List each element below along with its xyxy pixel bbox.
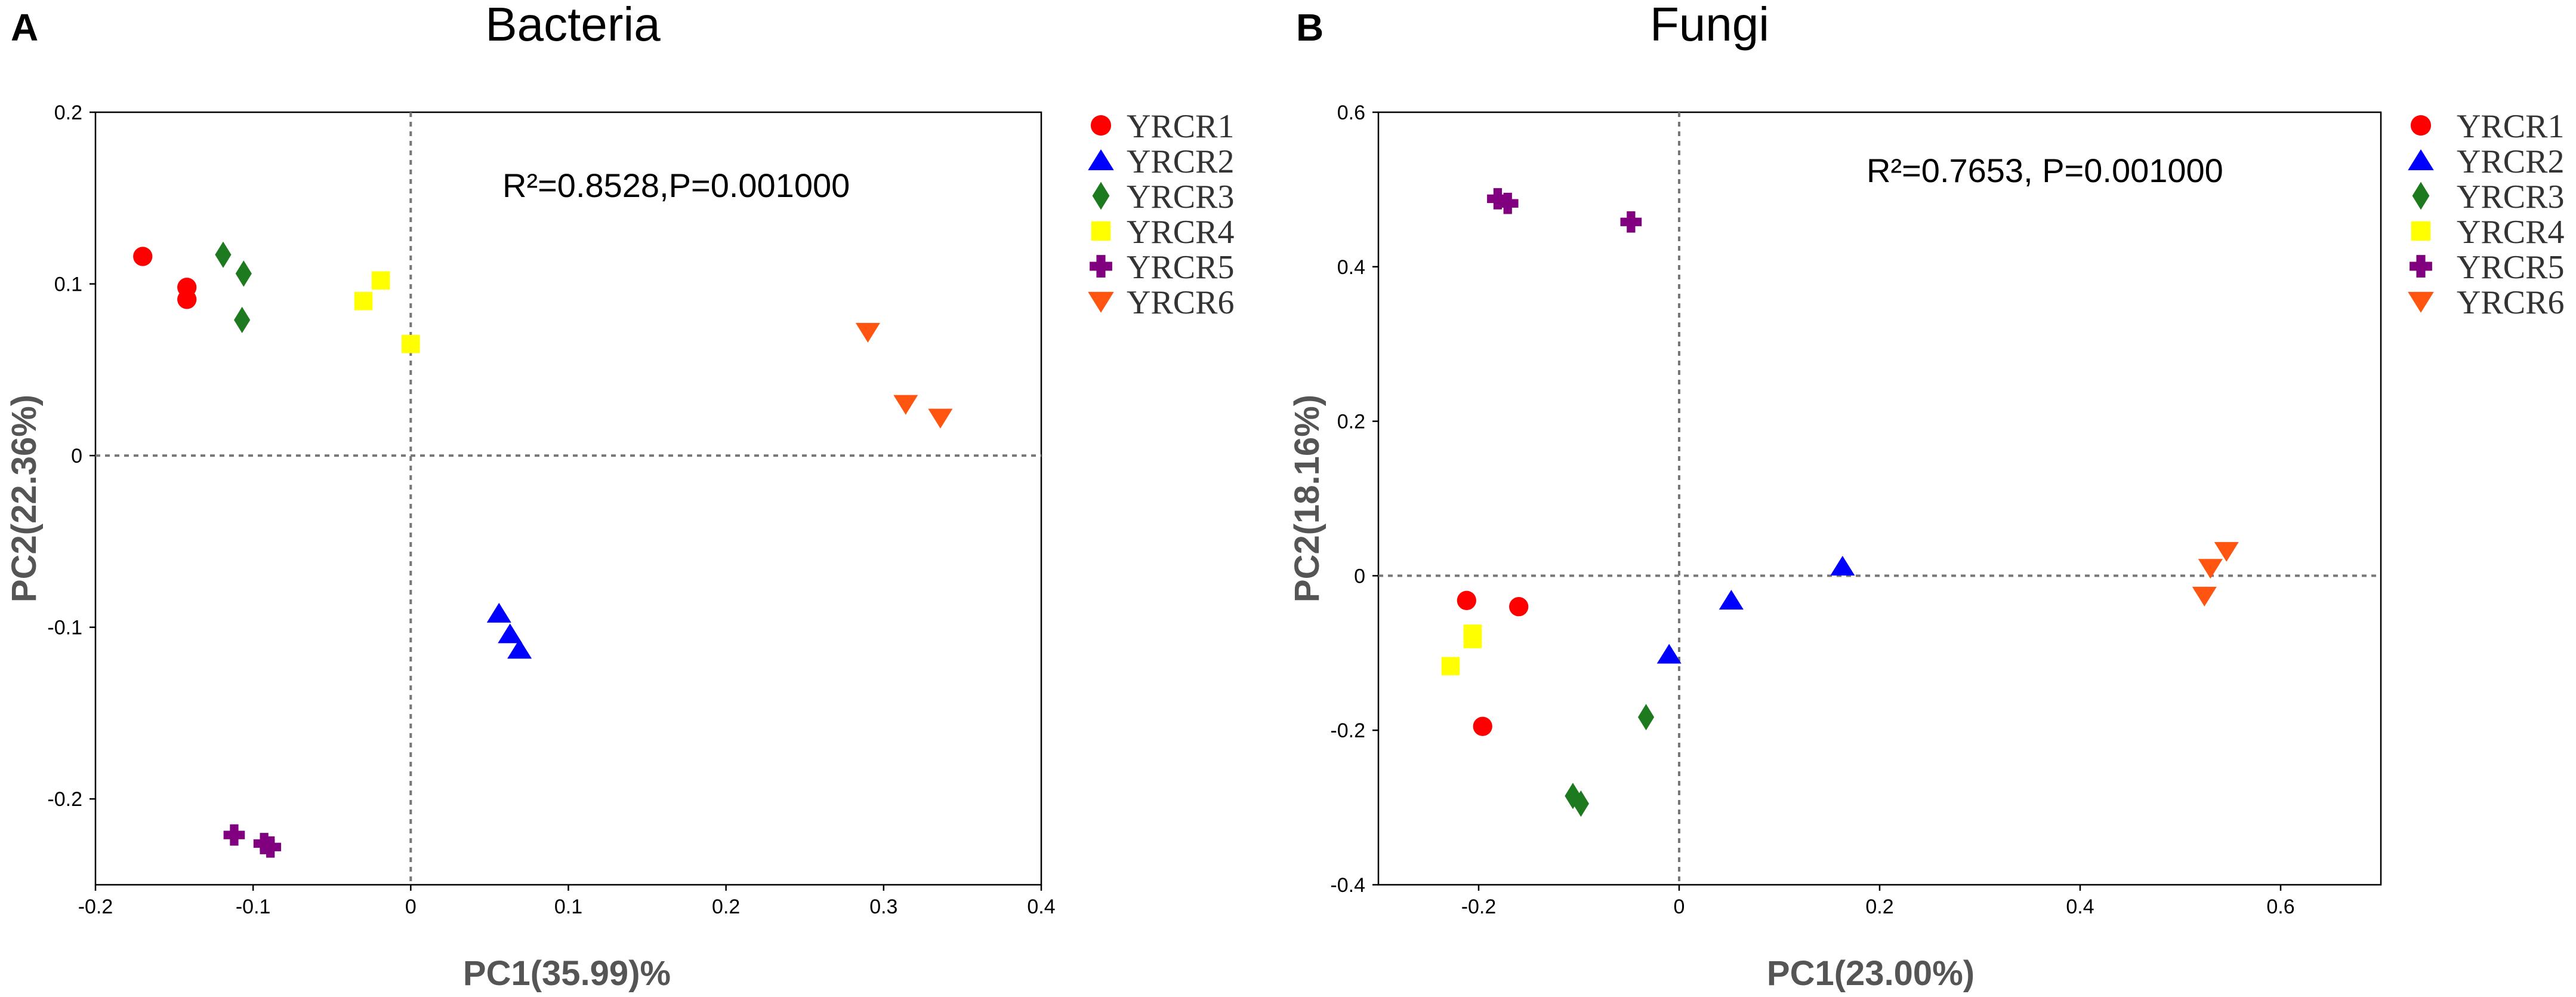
legend-marker-yrcr5 [2410,255,2432,278]
y-tick-label: 0 [71,445,82,467]
x-tick-label: 0.6 [2266,896,2294,918]
legend-label: YRCR6 [1127,284,1235,321]
y-tick-label: 0.2 [1337,411,1365,433]
legend-marker-yrcr4 [1091,221,1111,241]
data-point-yrcr2 [486,602,511,623]
stats-annotation: R²=0.7653, P=0.001000 [1867,152,2223,189]
x-tick-label: 0.1 [554,896,582,918]
data-point-yrcr5 [1497,192,1519,214]
legend-label: YRCR5 [2457,249,2565,286]
legend-label: YRCR5 [1127,249,1235,286]
x-tick-label: 0.4 [1027,896,1055,918]
data-point-yrcr1 [1509,597,1529,617]
data-point-yrcr6 [2214,541,2239,562]
y-tick-label: -0.1 [47,617,82,639]
x-tick-label: -0.1 [236,896,271,918]
x-axis-label: PC1(35.99)% [463,954,671,993]
data-point-yrcr5 [260,836,282,858]
x-axis-label: PC1(23.00%) [1767,954,1975,993]
data-point-yrcr4 [371,271,390,290]
plot-frame [1377,111,2382,886]
y-tick-label: 0 [1354,565,1365,587]
chart-title: Fungi [1650,0,1769,51]
y-tick-label: -0.2 [1330,719,1365,742]
data-point-yrcr2 [507,639,532,659]
data-point-yrcr2 [1830,556,1855,576]
legend-label: YRCR2 [2457,143,2565,180]
data-point-yrcr1 [1473,716,1492,736]
data-point-yrcr1 [133,247,153,266]
legend-marker-yrcr3 [2412,181,2430,210]
x-tick-label: 0.4 [2066,896,2094,918]
x-tick-label: 0 [405,896,417,918]
data-point-yrcr5 [1620,211,1642,233]
y-tick-label: 0.2 [54,101,82,124]
chart-b: B Fungi -0.2 0 0.2 0.4 0.6 -0.4 -0.2 0 0.2 0.4 0.6 PC… [1288,0,2565,993]
data-point-yrcr3 [235,260,252,287]
y-axis-label: PC2(22.36%) [5,395,44,602]
data-point-yrcr3 [234,306,251,334]
legend-label: YRCR6 [2457,284,2565,321]
legend-marker-yrcr6 [2408,291,2434,313]
x-tick-label: 0.3 [869,896,897,918]
y-tick-label: 0.6 [1337,101,1365,124]
data-point-yrcr4 [354,292,373,310]
legend-label: YRCR2 [1127,143,1235,180]
x-tick-label: 0.2 [1865,896,1893,918]
chart-a: A Bacteria -0.2 -0.1 0 0.1 0.2 0.3 0.4 -0.2 -0.1 0 0… [5,0,1235,993]
legend-marker-yrcr2 [1088,149,1114,171]
y-axis-label: PC2(18.16%) [1288,395,1326,602]
data-point-yrcr1 [177,290,197,309]
x-tick-label: -0.2 [78,896,113,918]
legend-marker-yrcr1 [1090,115,1112,136]
plot-frame [94,111,1042,886]
data-point-yrcr3 [215,241,232,268]
y-tick-label: -0.4 [1330,874,1365,897]
x-tick-label: -0.2 [1461,896,1497,918]
legend-label: YRCR4 [2457,214,2565,251]
legend-marker-yrcr6 [1088,291,1114,313]
panel-letter: B [1296,6,1324,49]
legend-marker-yrcr1 [2410,115,2432,136]
chart-title: Bacteria [485,0,661,51]
legend-label: YRCR1 [2457,108,2565,145]
data-point-yrcr5 [223,824,245,846]
legend-marker-yrcr2 [2408,149,2434,171]
y-tick-label: 0.1 [54,273,82,296]
data-point-yrcr3 [1637,704,1655,731]
legend-marker-yrcr5 [1090,255,1112,278]
data-point-yrcr4 [402,334,420,353]
data-point-yrcr6 [893,395,918,415]
panel-letter: A [11,6,38,49]
x-tick-label: 0 [1674,896,1685,918]
legend-marker-yrcr3 [1092,181,1110,210]
data-point-yrcr6 [855,322,880,343]
data-point-yrcr3 [1572,790,1589,817]
y-tick-label: -0.2 [47,788,82,811]
data-point-yrcr6 [2198,559,2223,579]
legend-marker-yrcr4 [2411,221,2431,241]
data-point-yrcr1 [1457,590,1476,610]
x-tick-label: 0.2 [712,896,740,918]
y-tick-label: 0.4 [1337,256,1365,279]
data-point-yrcr6 [928,408,953,429]
legend-label: YRCR3 [2457,179,2565,216]
data-point-yrcr5 [1487,188,1508,210]
data-point-yrcr6 [2192,586,2217,607]
data-point-yrcr4 [1463,630,1482,648]
stats-annotation: R²=0.8528,P=0.001000 [502,167,850,204]
data-point-yrcr4 [1441,657,1460,676]
legend-label: YRCR3 [1127,179,1235,216]
data-point-yrcr2 [498,623,523,644]
legend-label: YRCR1 [1127,108,1235,145]
data-point-yrcr2 [1656,644,1682,664]
legend-label: YRCR4 [1127,214,1235,251]
data-point-yrcr2 [1719,589,1744,610]
